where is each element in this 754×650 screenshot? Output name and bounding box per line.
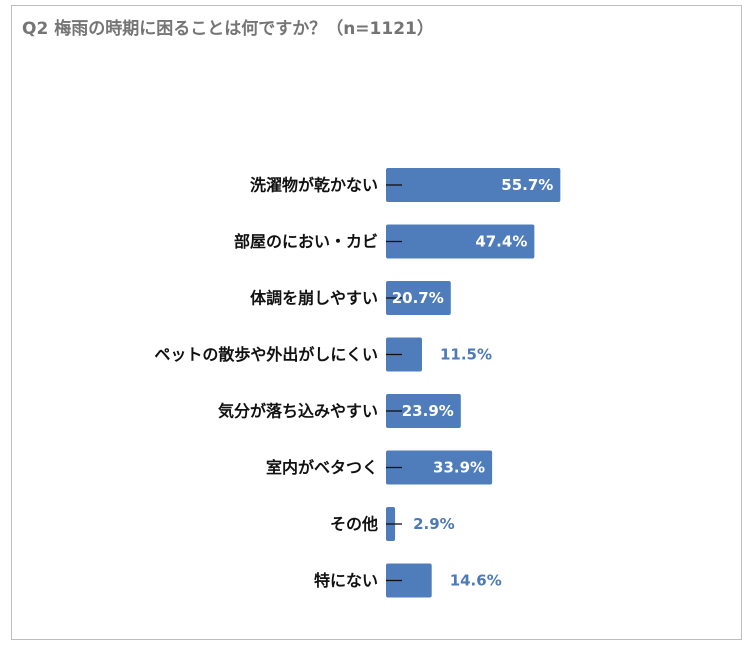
bar [386, 563, 432, 598]
category-label: 洗濯物が乾かない [250, 176, 378, 195]
chart-title: Q2 梅雨の時期に困ることは何ですか？（n=1121） [22, 19, 434, 39]
category-label: 体調を崩しやすい [250, 289, 378, 308]
chart-frame [11, 5, 742, 640]
data-label: 55.7% [501, 176, 553, 194]
data-label: 2.9% [413, 515, 455, 533]
data-label: 11.5% [440, 346, 492, 364]
category-label: 気分が落ち込みやすい [218, 402, 378, 421]
category-label: ペットの散歩や外出がしにくい [154, 345, 378, 364]
bar [386, 337, 422, 372]
bar [386, 394, 461, 428]
bar [386, 224, 535, 259]
category-label: 特にない [314, 571, 378, 590]
data-label: 33.9% [433, 459, 485, 477]
category-label: 室内がベタつく [266, 458, 378, 477]
bar [386, 450, 493, 485]
data-label: 23.9% [402, 402, 454, 420]
category-label: その他 [330, 515, 378, 534]
bar [386, 281, 451, 315]
data-label: 14.6% [450, 572, 502, 590]
data-label: 47.4% [475, 233, 527, 251]
data-label: 20.7% [392, 289, 444, 307]
category-label: 部屋のにおい・カビ [234, 232, 378, 251]
bar [386, 168, 561, 202]
